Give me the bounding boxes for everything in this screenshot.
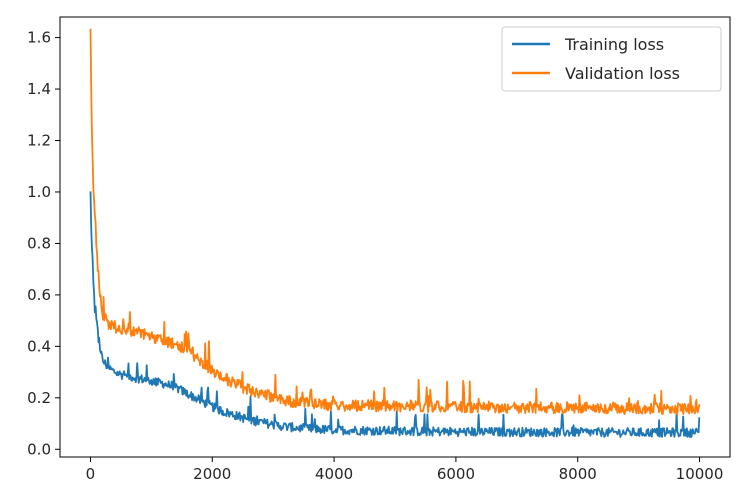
x-tick-label: 4000 <box>315 465 353 483</box>
legend-label-validation: Validation loss <box>565 64 680 83</box>
series-line-validation <box>89 28 701 416</box>
y-tick-label: 0.2 <box>27 389 51 407</box>
legend-label-training: Training loss <box>564 35 664 54</box>
x-tick-label: 6000 <box>437 465 475 483</box>
x-tick-label: 8000 <box>559 465 597 483</box>
y-tick-label: 1.2 <box>27 132 51 150</box>
series-layer <box>89 28 701 438</box>
y-tick-label: 0.6 <box>27 286 51 304</box>
y-tick-label: 1.6 <box>27 29 51 47</box>
x-tick-label: 0 <box>86 465 96 483</box>
y-tick-label: 1.4 <box>27 80 51 98</box>
series-line-training <box>89 191 701 438</box>
y-tick-label: 0.8 <box>27 234 51 252</box>
axes-frame <box>59 16 731 458</box>
x-tick-label: 10000 <box>676 465 724 483</box>
axes-layer: 0 2000 4000 6000 8000 10000 0.0 0.2 0.4 0.6 0.8 1.0… <box>27 16 731 483</box>
x-tick-label: 2000 <box>193 465 231 483</box>
y-tick-label: 0.4 <box>27 337 51 355</box>
legend: Training loss Validation loss <box>501 26 722 92</box>
y-tick-label: 1.0 <box>27 183 51 201</box>
legend-box <box>501 26 722 92</box>
y-tick-label: 0.0 <box>27 440 51 458</box>
